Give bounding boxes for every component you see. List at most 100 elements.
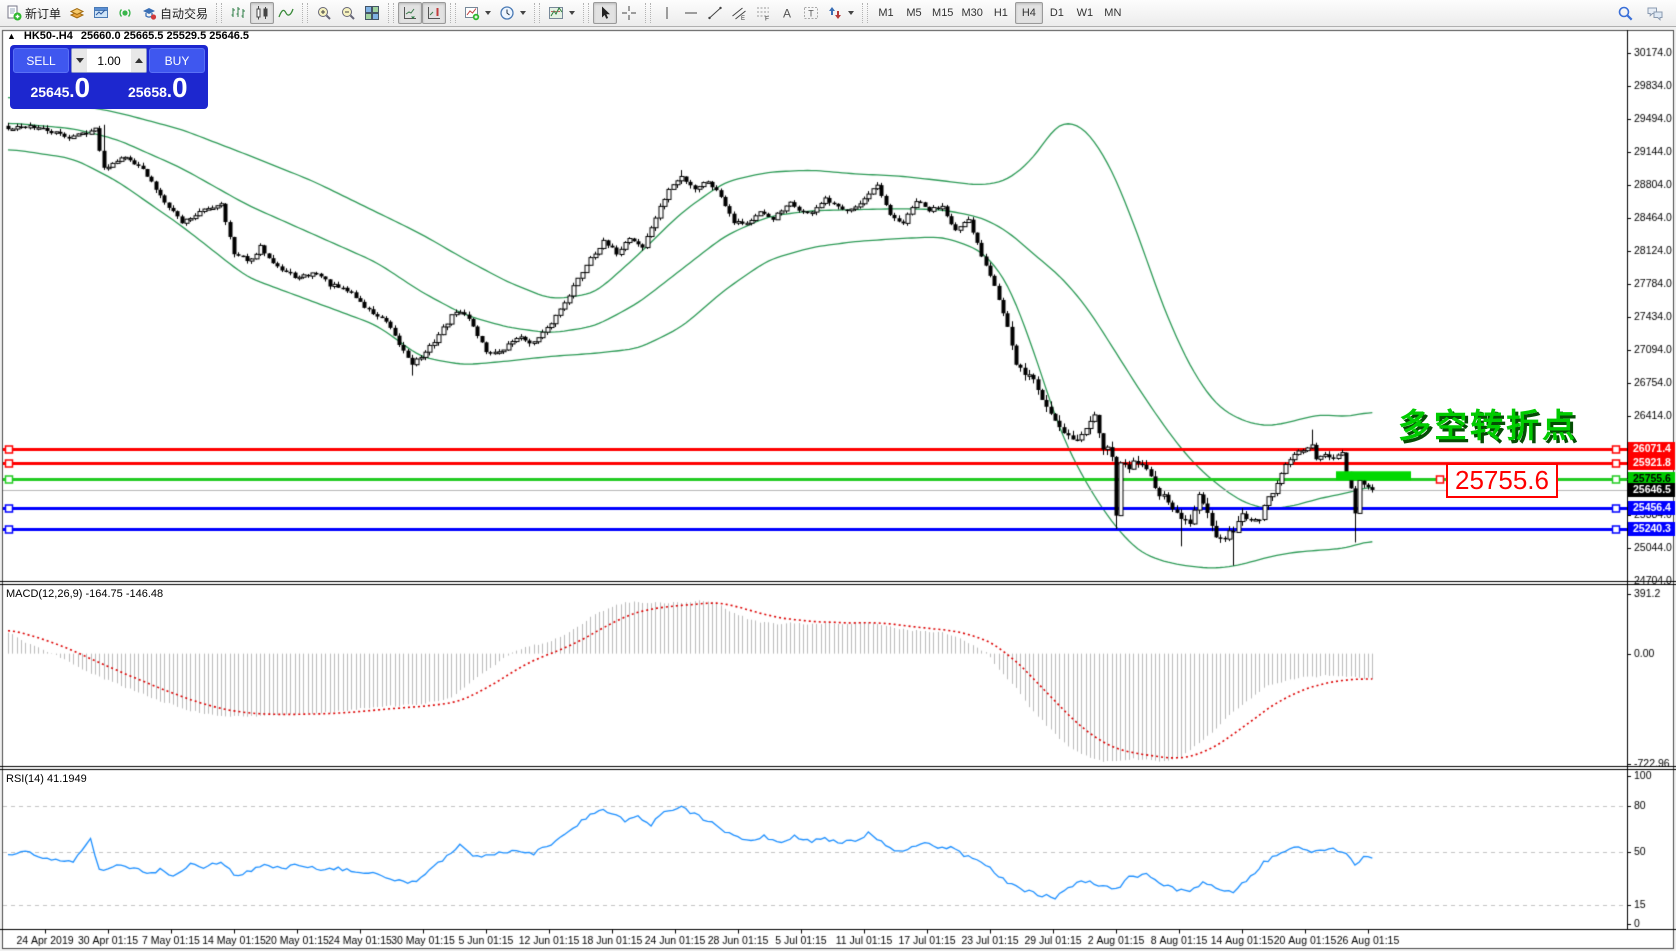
candlestick-chart-button[interactable] bbox=[250, 2, 275, 24]
zoom-out-button[interactable] bbox=[336, 2, 360, 24]
timeframe-button-M30[interactable]: M30 bbox=[961, 7, 983, 19]
cursor-icon bbox=[602, 6, 611, 19]
volume-stepper: 1.00 bbox=[71, 48, 147, 73]
sell-price-main: 25645 bbox=[30, 84, 70, 100]
symbol-period-label: HK50-.H4 bbox=[23, 30, 73, 42]
text-button[interactable]: A bbox=[775, 2, 799, 24]
arrows-button[interactable] bbox=[823, 2, 858, 24]
macd-name: MACD(12,26,9) bbox=[6, 588, 83, 600]
timeframe-button-H4[interactable]: H4 bbox=[1014, 2, 1043, 24]
zoom-in-button[interactable] bbox=[312, 2, 336, 24]
fibonacci-button[interactable]: F bbox=[751, 2, 775, 24]
chat-button[interactable] bbox=[1642, 2, 1668, 24]
auto-scroll-icon bbox=[404, 7, 417, 19]
zoom-out-icon bbox=[342, 7, 355, 20]
volume-increase-button[interactable] bbox=[131, 49, 146, 72]
buy-price-display[interactable]: 25658. 0 bbox=[111, 72, 206, 106]
timeframe-button-M5[interactable]: M5 bbox=[906, 7, 922, 19]
toolbar-separator bbox=[862, 3, 869, 23]
chart-shift-icon bbox=[428, 7, 441, 19]
market-depth-button[interactable] bbox=[65, 2, 89, 24]
crosshair-button[interactable] bbox=[617, 2, 641, 24]
chart-title: ▲ HK50-.H4 25660.0 25665.5 25529.5 25646… bbox=[7, 30, 249, 42]
signals-icon bbox=[119, 9, 131, 17]
new-order-label: 新订单 bbox=[25, 6, 62, 21]
text-label-button[interactable]: T bbox=[799, 2, 823, 24]
chevron-down-icon bbox=[848, 11, 855, 15]
timeframe-button-M15[interactable]: M15 bbox=[932, 7, 954, 19]
indicators-list-button[interactable] bbox=[544, 2, 579, 24]
timeframe-button-H1[interactable]: H1 bbox=[993, 7, 1008, 19]
svg-text:T: T bbox=[808, 9, 814, 19]
algo-trading-label: 自动交易 bbox=[160, 6, 209, 21]
new-order-button[interactable]: 新订单 bbox=[2, 2, 65, 24]
chevron-up-icon bbox=[134, 58, 143, 63]
new-order-icon bbox=[7, 5, 22, 21]
clock-icon bbox=[500, 6, 514, 20]
sell-price-display[interactable]: 25645. 0 bbox=[13, 72, 108, 106]
line-chart-button[interactable] bbox=[274, 2, 298, 24]
sell-price-big-digit: 0 bbox=[74, 72, 91, 103]
vertical-line-icon bbox=[666, 7, 668, 19]
auto-scroll-button[interactable] bbox=[398, 2, 423, 24]
vertical-line-button[interactable] bbox=[655, 2, 679, 24]
timeframe-group: M1 M5 M15 M30 H1 H4 D1 W1 MN bbox=[872, 2, 1127, 24]
rsi-indicator-label: RSI(14) 41.1949 bbox=[6, 773, 87, 785]
svg-text:F: F bbox=[765, 16, 769, 22]
arrows-icon bbox=[829, 7, 842, 19]
new-chart-button[interactable] bbox=[89, 2, 113, 24]
price-chart-canvas[interactable] bbox=[0, 27, 1676, 951]
toolbar-separator bbox=[388, 3, 395, 23]
volume-decrease-button[interactable] bbox=[72, 49, 87, 72]
add-indicator-button[interactable] bbox=[460, 2, 495, 24]
buy-price-big-digit: 0 bbox=[171, 72, 188, 103]
tile-windows-icon bbox=[365, 6, 380, 20]
timeframe-button-D1[interactable]: D1 bbox=[1049, 7, 1064, 19]
chart-shift-button[interactable] bbox=[422, 2, 447, 24]
chat-icon bbox=[1647, 7, 1663, 21]
macd-values: -164.75 -146.48 bbox=[85, 588, 164, 600]
horizontal-line-button[interactable] bbox=[679, 2, 703, 24]
rsi-name: RSI(14) bbox=[6, 773, 44, 785]
buy-price-point: . bbox=[166, 81, 172, 101]
macd-indicator-label: MACD(12,26,9) -164.75 -146.48 bbox=[6, 588, 163, 600]
volume-field[interactable]: 1.00 bbox=[87, 49, 131, 72]
chevron-down-icon bbox=[569, 11, 576, 15]
periods-button[interactable] bbox=[495, 2, 530, 24]
horizontal-line-icon bbox=[685, 12, 698, 14]
buy-price-main: 25658 bbox=[127, 84, 167, 100]
rsi-value: 41.1949 bbox=[46, 773, 87, 785]
svg-text:A: A bbox=[783, 7, 791, 21]
toolbar-separator bbox=[216, 3, 223, 23]
search-icon bbox=[1618, 6, 1633, 20]
one-click-trading-panel: SELL 1.00 BUY 25645. 0 25658. 0 bbox=[10, 45, 208, 109]
tile-windows-button[interactable] bbox=[360, 2, 384, 24]
trendline-button[interactable] bbox=[703, 2, 727, 24]
timeframe-button-W1[interactable]: W1 bbox=[1076, 7, 1094, 19]
buy-button[interactable]: BUY bbox=[149, 48, 205, 73]
algo-trading-button[interactable]: 自动交易 bbox=[137, 2, 212, 24]
signals-button[interactable] bbox=[113, 2, 137, 24]
chevron-down-icon bbox=[520, 11, 527, 15]
equidistant-channel-button[interactable]: E bbox=[727, 2, 751, 24]
cursor-button[interactable] bbox=[593, 2, 618, 24]
market-depth-icon bbox=[69, 7, 85, 19]
add-indicator-icon bbox=[465, 7, 480, 21]
chart-annotation-text[interactable]: 多空转折点 bbox=[1398, 407, 1578, 444]
search-button[interactable] bbox=[1613, 2, 1638, 24]
sell-label: SELL bbox=[26, 53, 56, 68]
sell-button[interactable]: SELL bbox=[13, 48, 69, 73]
price-callout-box[interactable]: 25755.6 bbox=[1446, 463, 1558, 498]
line-chart-icon bbox=[278, 8, 294, 18]
bar-chart-button[interactable] bbox=[226, 2, 250, 24]
collapse-triangle-icon[interactable]: ▲ bbox=[7, 31, 16, 41]
text-icon: A bbox=[783, 7, 791, 21]
indicators-list-icon bbox=[549, 7, 564, 19]
timeframe-button-MN[interactable]: MN bbox=[1104, 7, 1122, 19]
zoom-in-icon bbox=[318, 7, 331, 20]
toolbar-separator bbox=[583, 3, 590, 23]
ohlc-values: 25660.0 25665.5 25529.5 25646.5 bbox=[80, 30, 250, 42]
svg-text:E: E bbox=[741, 16, 745, 21]
timeframe-button-M1[interactable]: M1 bbox=[878, 7, 894, 19]
text-label-icon: T bbox=[804, 7, 819, 19]
